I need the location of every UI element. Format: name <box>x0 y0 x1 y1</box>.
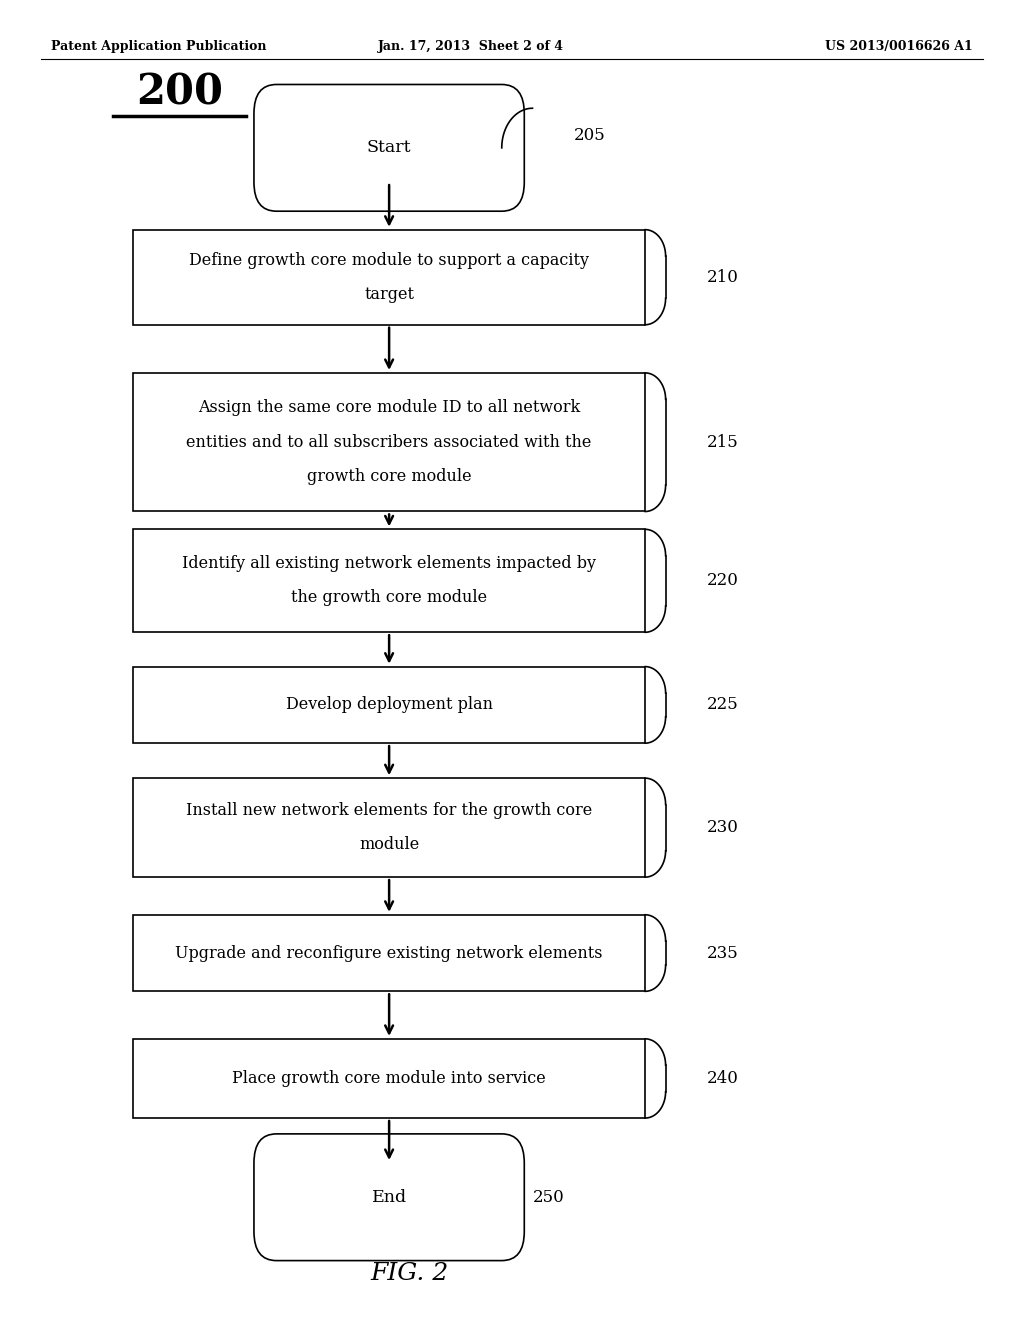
Text: Develop deployment plan: Develop deployment plan <box>286 697 493 713</box>
Text: 205: 205 <box>573 128 605 144</box>
Text: target: target <box>365 286 414 302</box>
Text: Start: Start <box>367 140 412 156</box>
Text: End: End <box>372 1189 407 1205</box>
FancyBboxPatch shape <box>254 84 524 211</box>
Text: Assign the same core module ID to all network: Assign the same core module ID to all ne… <box>198 400 581 416</box>
Text: Patent Application Publication: Patent Application Publication <box>51 40 266 53</box>
Bar <box>133 667 645 743</box>
Text: Install new network elements for the growth core: Install new network elements for the gro… <box>186 803 592 818</box>
Bar <box>133 915 645 991</box>
Bar <box>133 230 645 325</box>
Text: Jan. 17, 2013  Sheet 2 of 4: Jan. 17, 2013 Sheet 2 of 4 <box>378 40 564 53</box>
Text: Identify all existing network elements impacted by: Identify all existing network elements i… <box>182 556 596 572</box>
Bar <box>133 372 645 511</box>
Text: Upgrade and reconfigure existing network elements: Upgrade and reconfigure existing network… <box>175 945 603 961</box>
Text: 200: 200 <box>136 71 222 114</box>
Text: the growth core module: the growth core module <box>291 590 487 606</box>
Text: FIG. 2: FIG. 2 <box>371 1262 449 1286</box>
Text: 250: 250 <box>532 1189 564 1205</box>
Text: 210: 210 <box>707 269 738 285</box>
FancyBboxPatch shape <box>254 1134 524 1261</box>
Text: Define growth core module to support a capacity: Define growth core module to support a c… <box>189 252 589 268</box>
Bar <box>133 1039 645 1118</box>
Bar <box>133 777 645 876</box>
Text: 220: 220 <box>707 573 738 589</box>
Text: 235: 235 <box>707 945 738 961</box>
Text: growth core module: growth core module <box>307 469 471 484</box>
Text: entities and to all subscribers associated with the: entities and to all subscribers associat… <box>186 434 592 450</box>
Text: Place growth core module into service: Place growth core module into service <box>232 1071 546 1086</box>
Text: module: module <box>359 837 419 853</box>
Text: 240: 240 <box>707 1071 738 1086</box>
Text: US 2013/0016626 A1: US 2013/0016626 A1 <box>825 40 973 53</box>
Text: 225: 225 <box>707 697 738 713</box>
Bar <box>133 529 645 632</box>
Text: 230: 230 <box>707 820 738 836</box>
Text: 215: 215 <box>707 434 738 450</box>
